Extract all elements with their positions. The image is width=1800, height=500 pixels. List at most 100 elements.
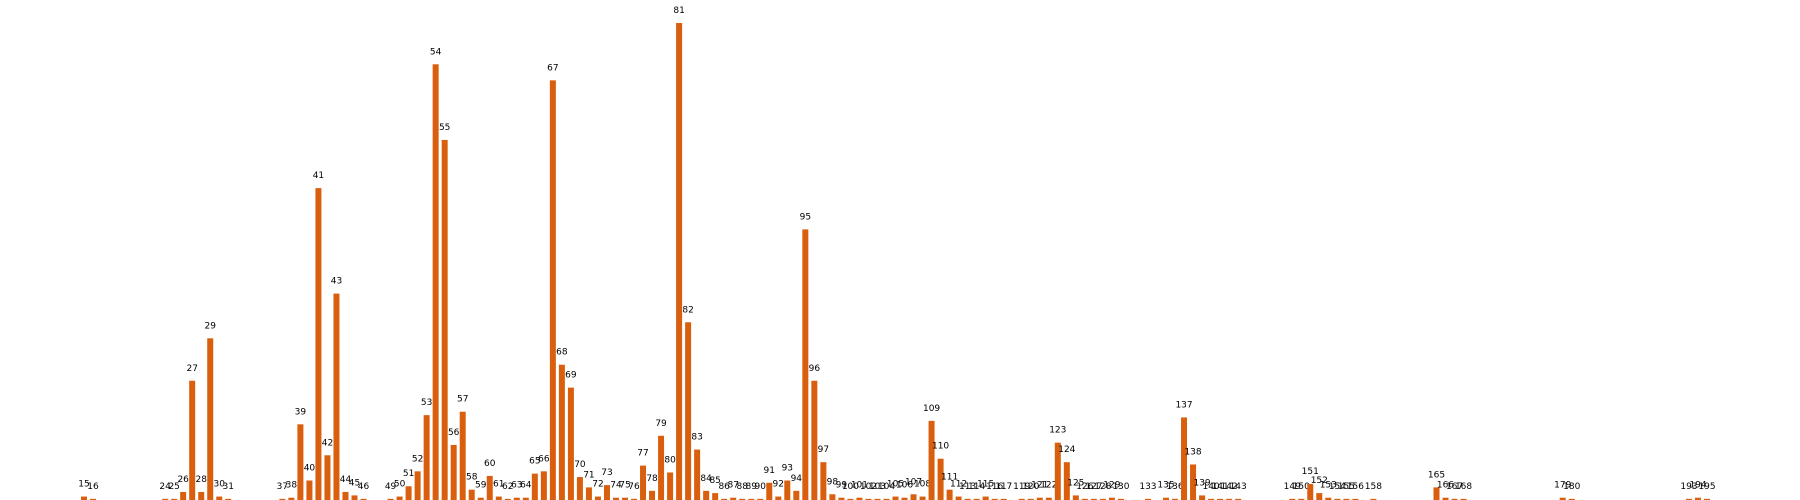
bar — [928, 420, 935, 500]
bar — [1054, 442, 1061, 500]
bar-label: 165 — [1428, 470, 1445, 480]
bar-label: 75 — [619, 481, 630, 491]
bar-label: 149 — [1284, 482, 1301, 492]
bar-label: 91 — [764, 466, 775, 476]
bar-label: 88 — [736, 482, 748, 492]
bar — [342, 491, 349, 500]
bar-label: 56 — [448, 428, 460, 438]
bar-label: 54 — [430, 47, 442, 57]
bar-label: 73 — [601, 468, 612, 478]
bar-label: 24 — [159, 482, 171, 492]
bar-label: 99 — [836, 481, 848, 491]
bar-label: 51 — [403, 469, 414, 479]
bar — [387, 498, 394, 500]
bar-label: 111 — [941, 473, 958, 483]
bar — [486, 475, 493, 500]
bar — [1036, 497, 1043, 500]
bar — [784, 480, 791, 500]
bar — [1451, 498, 1458, 500]
bar-label: 67 — [547, 63, 558, 73]
bar — [685, 322, 692, 500]
bar-label: 195 — [1698, 482, 1715, 492]
bar-label: 41 — [313, 171, 324, 181]
bar-label: 127 — [1085, 482, 1102, 492]
bar-label: 62 — [502, 482, 513, 492]
bar — [766, 482, 773, 500]
bar-label: 143 — [1230, 482, 1247, 492]
bar-label: 84 — [700, 474, 712, 484]
bar-label: 81 — [673, 6, 684, 16]
bar-label: 141 — [1212, 482, 1229, 492]
bar — [874, 498, 881, 500]
bar-label: 110 — [932, 442, 949, 452]
bar-label: 138 — [1184, 447, 1201, 457]
bar — [162, 498, 169, 500]
bar — [937, 458, 944, 500]
bar — [612, 497, 619, 500]
bar — [468, 489, 475, 500]
bar — [333, 293, 340, 500]
bar-label: 42 — [322, 438, 333, 448]
bar — [658, 435, 665, 500]
bar-label: 94 — [791, 474, 803, 484]
bar — [982, 496, 989, 500]
bar — [856, 497, 863, 500]
bar — [1694, 497, 1701, 500]
bar — [1163, 497, 1169, 500]
bar — [973, 498, 980, 500]
bar — [847, 498, 854, 500]
bar — [1181, 417, 1188, 500]
bar-label: 49 — [385, 482, 397, 492]
bar-label: 124 — [1058, 445, 1075, 455]
bar-label: 123 — [1049, 426, 1066, 436]
bar — [1018, 498, 1025, 500]
bar — [549, 80, 556, 500]
bar — [694, 449, 701, 500]
bar — [1343, 498, 1350, 500]
bar-label: 87 — [727, 481, 738, 491]
bar-label: 136 — [1166, 482, 1183, 492]
bar — [1325, 497, 1332, 500]
bar — [1460, 498, 1467, 500]
bar — [901, 497, 908, 500]
bar — [1027, 498, 1034, 500]
bar-label: 107 — [905, 477, 922, 487]
bar-label: 69 — [565, 371, 577, 381]
bar — [1685, 498, 1692, 500]
bar — [1208, 498, 1215, 500]
bar — [883, 498, 890, 500]
bar-label: 25 — [168, 482, 179, 492]
bar — [748, 498, 755, 500]
bar — [306, 480, 313, 500]
bar-label: 30 — [214, 480, 226, 490]
bar — [351, 495, 358, 500]
bar — [477, 497, 484, 500]
bar — [315, 188, 322, 500]
bar — [90, 498, 97, 500]
bar-label: 135 — [1157, 481, 1174, 491]
bar-label: 103 — [869, 482, 886, 492]
bar-label: 130 — [1112, 482, 1129, 492]
bar — [207, 338, 214, 500]
bar — [540, 471, 547, 500]
bar-label: 125 — [1067, 478, 1084, 488]
bar-label: 105 — [887, 480, 904, 490]
bar-label: 120 — [1022, 482, 1039, 492]
bar — [829, 494, 836, 500]
bar — [1559, 497, 1566, 500]
bar-label: 61 — [493, 480, 504, 490]
bar-label: 122 — [1040, 481, 1057, 491]
bar-label: 74 — [610, 481, 622, 491]
bar-label: 180 — [1563, 482, 1580, 492]
bar-label: 113 — [959, 482, 976, 492]
bar — [1704, 498, 1710, 500]
bar-label: 86 — [718, 482, 730, 492]
bar-label: 98 — [827, 477, 839, 487]
bar — [910, 494, 917, 500]
bar — [622, 497, 628, 500]
bar-label: 115 — [977, 480, 994, 490]
bar — [649, 490, 656, 500]
bar — [279, 498, 286, 500]
bar-label: 89 — [746, 482, 758, 492]
